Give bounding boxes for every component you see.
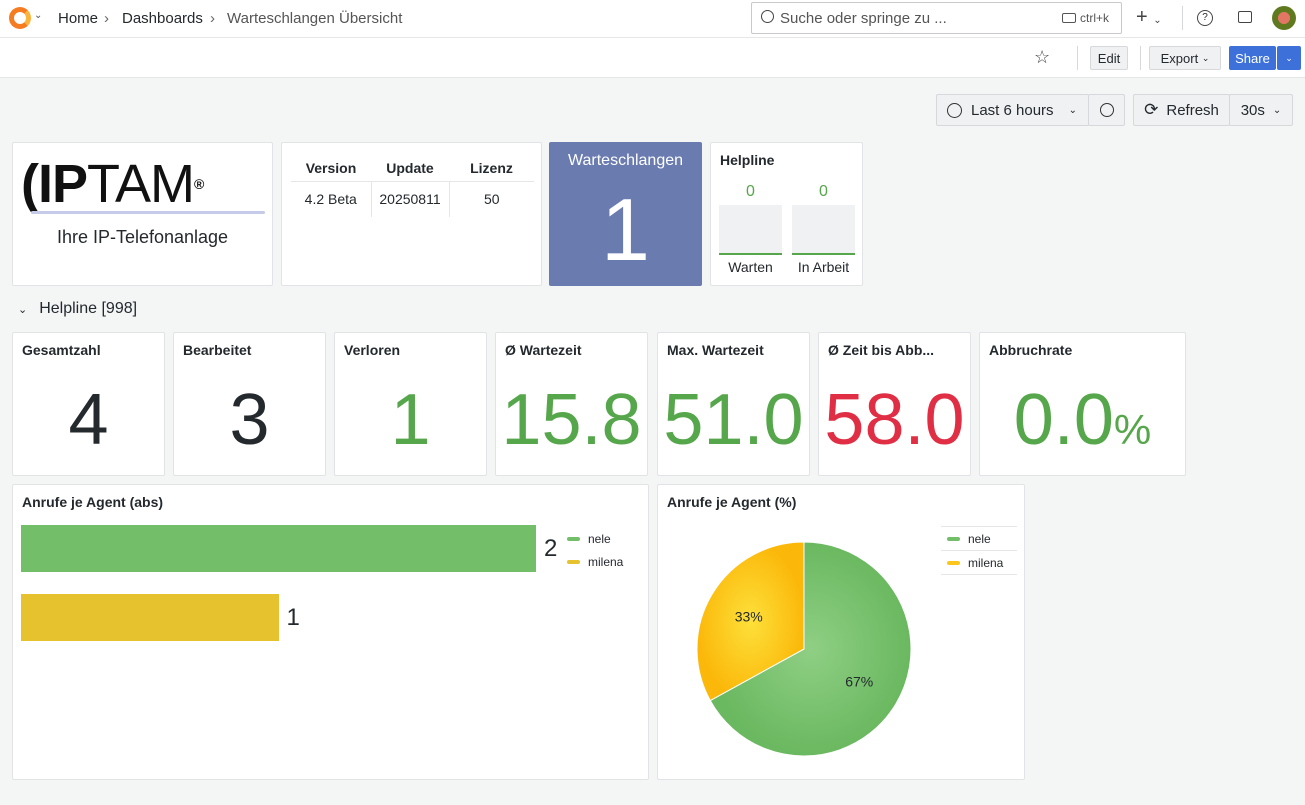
legend-swatch <box>947 560 960 565</box>
bar-chart-panel: Anrufe je Agent (abs) 2 nele 1 milena <box>12 484 649 780</box>
divider <box>941 574 1017 575</box>
column-header[interactable]: Version <box>305 159 357 176</box>
queues-stat-panel: Warteschlangen 1 <box>549 142 702 286</box>
bar-nele[interactable] <box>21 525 536 572</box>
breadcrumb-separator: › <box>210 10 215 27</box>
pie-slice-milena[interactable] <box>696 541 805 702</box>
time-range-picker[interactable]: Last 6 hours ⌄ <box>936 94 1089 126</box>
star-icon[interactable]: ☆ <box>1034 47 1051 67</box>
edit-button[interactable]: Edit <box>1090 46 1128 70</box>
row-header-helpline[interactable]: ⌄ Helpline [998] <box>18 300 138 317</box>
stat-title: Bearbeitet <box>183 342 252 358</box>
stat-panel: Ø Zeit bis Abb... 58.0 <box>818 332 971 476</box>
bar-milena[interactable] <box>21 594 279 641</box>
stat-title: Verloren <box>344 342 401 358</box>
bar-value-label: 2 <box>544 535 558 562</box>
panel-title: Anrufe je Agent (%) <box>667 494 797 510</box>
share-button[interactable]: Share <box>1229 46 1276 70</box>
stat-panel: Bearbeitet 3 <box>173 332 326 476</box>
breadcrumb-dashboards[interactable]: Dashboards <box>122 10 203 27</box>
pie-slice-label: 67% <box>845 674 873 690</box>
top-nav: ⌄ Home › Dashboards › Warteschlangen Übe… <box>0 0 1305 38</box>
pie-slice-nele[interactable] <box>709 541 912 757</box>
stat-unit: % <box>1113 406 1152 453</box>
gauge-warten <box>719 205 782 255</box>
stat-value: 4 <box>68 380 109 460</box>
divider <box>1140 46 1141 70</box>
stat-value: 3 <box>229 380 270 460</box>
stat-panel: Verloren 1 <box>334 332 487 476</box>
legend-item-milena[interactable]: milena <box>567 555 623 569</box>
divider <box>1077 46 1078 70</box>
breadcrumb-current: Warteschlangen Übersicht <box>227 10 403 27</box>
stat-panel: Max. Wartezeit 51.0 <box>657 332 810 476</box>
stat-title: Ø Zeit bis Abb... <box>828 342 935 358</box>
legend-swatch <box>567 560 580 564</box>
add-icon[interactable]: + ⌄ <box>1136 6 1162 28</box>
zoom-out-button[interactable] <box>1088 94 1125 126</box>
legend-item-nele[interactable]: nele <box>941 526 1017 550</box>
legend-swatch <box>947 536 960 541</box>
refresh-icon: ⟳ <box>1144 100 1159 119</box>
export-button[interactable]: Export ⌄ <box>1149 46 1221 70</box>
logo-underline <box>31 211 265 214</box>
pie-chart: 67% 33% <box>696 541 912 757</box>
logo-panel: (IPTAM® Ihre IP-Telefonanlage <box>12 142 273 286</box>
column-header[interactable]: Update <box>386 159 434 176</box>
search-input[interactable]: Suche oder springe zu ... ctrl+k <box>751 2 1122 34</box>
legend-item-nele[interactable]: nele <box>567 532 611 546</box>
stat-panel: Gesamtzahl 4 <box>12 332 165 476</box>
monitor-icon[interactable] <box>1238 11 1252 23</box>
queues-value: 1 <box>601 180 650 279</box>
chevron-down-icon: ⌄ <box>1068 104 1077 116</box>
stat-value: 58.0 <box>824 380 965 460</box>
helpline-mini-panel: Helpline 0 Warten 0 In Arbeit <box>710 142 863 286</box>
breadcrumb-separator: › <box>104 10 109 27</box>
panel-title: Anrufe je Agent (abs) <box>22 494 164 510</box>
iptam-logo: (IPTAM® <box>21 154 204 214</box>
column-header[interactable]: Lizenz <box>470 159 513 176</box>
table-cell: 50 <box>483 191 500 208</box>
stat-title: Abbruchrate <box>989 342 1073 358</box>
divider <box>1182 6 1183 30</box>
grafana-logo-icon[interactable] <box>9 7 31 29</box>
pie-chart-panel: Anrufe je Agent (%) 67% 33% nele milena <box>657 484 1025 780</box>
legend-swatch <box>567 537 580 541</box>
refresh-interval-picker[interactable]: 30s ⌄ <box>1229 94 1293 126</box>
info-table-panel: Version Update Lizenz 4.2 Beta 20250811 … <box>281 142 542 286</box>
breadcrumb-home[interactable]: Home <box>58 10 99 27</box>
stat-value: 15.8 <box>501 380 642 460</box>
chevron-down-icon: ⌄ <box>18 303 28 316</box>
stat-title: Gesamtzahl <box>22 342 101 358</box>
share-menu-chevron-icon[interactable]: ⌄ <box>1277 46 1301 70</box>
stat-panel: Abbruchrate 0.0% <box>979 332 1186 476</box>
pie-slice-label: 33% <box>735 608 763 624</box>
stat-value: 0.0% <box>1013 380 1152 460</box>
legend-item-milena[interactable]: milena <box>941 550 1017 574</box>
stat-title: Max. Wartezeit <box>667 342 764 358</box>
stat-value: 1 <box>390 380 431 460</box>
stat-panel: Ø Wartezeit 15.8 <box>495 332 648 476</box>
stat-title: Ø Wartezeit <box>505 342 582 358</box>
stat-value: 51.0 <box>663 380 804 460</box>
search-icon <box>761 10 774 23</box>
info-table: Version Update Lizenz 4.2 Beta 20250811 … <box>291 155 534 217</box>
dashboard-toolbar: ☆ Edit Export ⌄ Share ⌄ <box>0 38 1305 78</box>
clock-icon <box>947 102 962 118</box>
help-icon[interactable]: ? <box>1197 10 1213 26</box>
gauge-in-arbeit <box>792 205 855 255</box>
keyboard-icon <box>1062 13 1076 23</box>
avatar[interactable] <box>1272 6 1296 30</box>
bar-value-label: 1 <box>286 604 300 631</box>
chevron-down-icon: ⌄ <box>1272 104 1282 116</box>
zoom-out-icon <box>1099 103 1114 117</box>
refresh-button[interactable]: ⟳ Refresh <box>1133 94 1230 126</box>
table-cell: 4.2 Beta <box>291 181 372 217</box>
chevron-down-icon: ⌄ <box>1201 52 1210 63</box>
tagline: Ihre IP-Telefonanlage <box>56 227 229 247</box>
chevron-down-icon[interactable]: ⌄ <box>34 10 43 21</box>
table-cell: 20250811 <box>371 181 450 217</box>
